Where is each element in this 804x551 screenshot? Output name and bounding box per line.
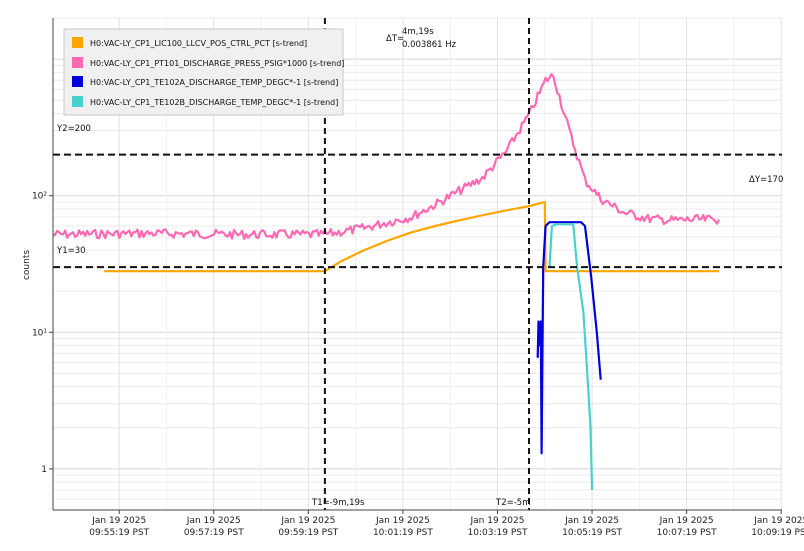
series-line-2 — [536, 221, 602, 455]
x-tick-label: 09:57:19 PST — [184, 528, 244, 538]
legend-swatch-0 — [72, 37, 83, 48]
legend-label-3: H0:VAC-LY_CP1_TE102B_DISCHARGE_TEMP_DEGC… — [90, 98, 338, 107]
legend-label-2: H0:VAC-LY_CP1_TE102A_DISCHARGE_TEMP_DEGC… — [90, 78, 338, 87]
cursors — [53, 18, 782, 510]
t1-cursor-label: T1=-9m,19s — [311, 498, 365, 508]
legend-label-0: H0:VAC-LY_CP1_LIC100_LLCV_POS_CTRL_PCT [… — [90, 39, 307, 48]
x-tick-label: 10:01:19 PST — [373, 528, 433, 538]
legend-swatch-1 — [72, 57, 83, 68]
legend: H0:VAC-LY_CP1_LIC100_LLCV_POS_CTRL_PCT [… — [63, 28, 344, 116]
series-line-1 — [52, 73, 720, 240]
y2-cursor-label: Y2=200 — [56, 124, 91, 134]
legend-swatch-3 — [72, 96, 83, 107]
x-tick-label: Jan 19 2025 — [280, 516, 335, 526]
delta-y-label: ΔY=170 — [749, 175, 783, 185]
series-line-0 — [104, 200, 719, 273]
x-tick-label: Jan 19 2025 — [186, 516, 241, 526]
x-tick-label: 10:05:19 PST — [562, 528, 622, 538]
x-tick-label: Jan 19 2025 — [91, 516, 146, 526]
series-lines — [52, 73, 720, 491]
legend-label-1: H0:VAC-LY_CP1_PT101_DISCHARGE_PRESS_PSIG… — [90, 59, 344, 68]
x-tick-label: 10:07:19 PST — [657, 528, 717, 538]
x-tick-label: Jan 19 2025 — [659, 516, 714, 526]
x-tick-label: Jan 19 2025 — [753, 516, 804, 526]
y-tick-label: 1 — [41, 465, 47, 475]
y-tick-label: 10¹ — [32, 328, 47, 338]
legend-swatch-2 — [72, 76, 83, 87]
y1-cursor-label: Y1=30 — [56, 246, 86, 256]
delta-f-label: 0.003861 Hz — [402, 40, 457, 50]
x-tick-label: Jan 19 2025 — [375, 516, 430, 526]
y-tick-label: 10² — [32, 192, 47, 202]
y-axis-label: counts — [22, 250, 32, 280]
x-tick-label: 10:09:19 PST — [751, 528, 804, 538]
x-tick-label: Jan 19 2025 — [564, 516, 619, 526]
x-tick-label: 09:55:19 PST — [89, 528, 149, 538]
axes: 1 10¹ 10² Jan 19 2025 09:55:19 PST Jan 19 202… — [32, 18, 804, 538]
delta-t-prefix: ΔT= — [386, 34, 404, 44]
series-line-3 — [548, 223, 594, 491]
legend-box — [63, 28, 344, 116]
x-tick-label: 10:03:19 PST — [468, 528, 528, 538]
x-tick-label: Jan 19 2025 — [470, 516, 525, 526]
delta-t-label: 4m,19s — [402, 27, 434, 37]
x-tick-label: 09:59:19 PST — [278, 528, 338, 538]
t2-cursor-label: T2=-5m — [495, 498, 530, 508]
